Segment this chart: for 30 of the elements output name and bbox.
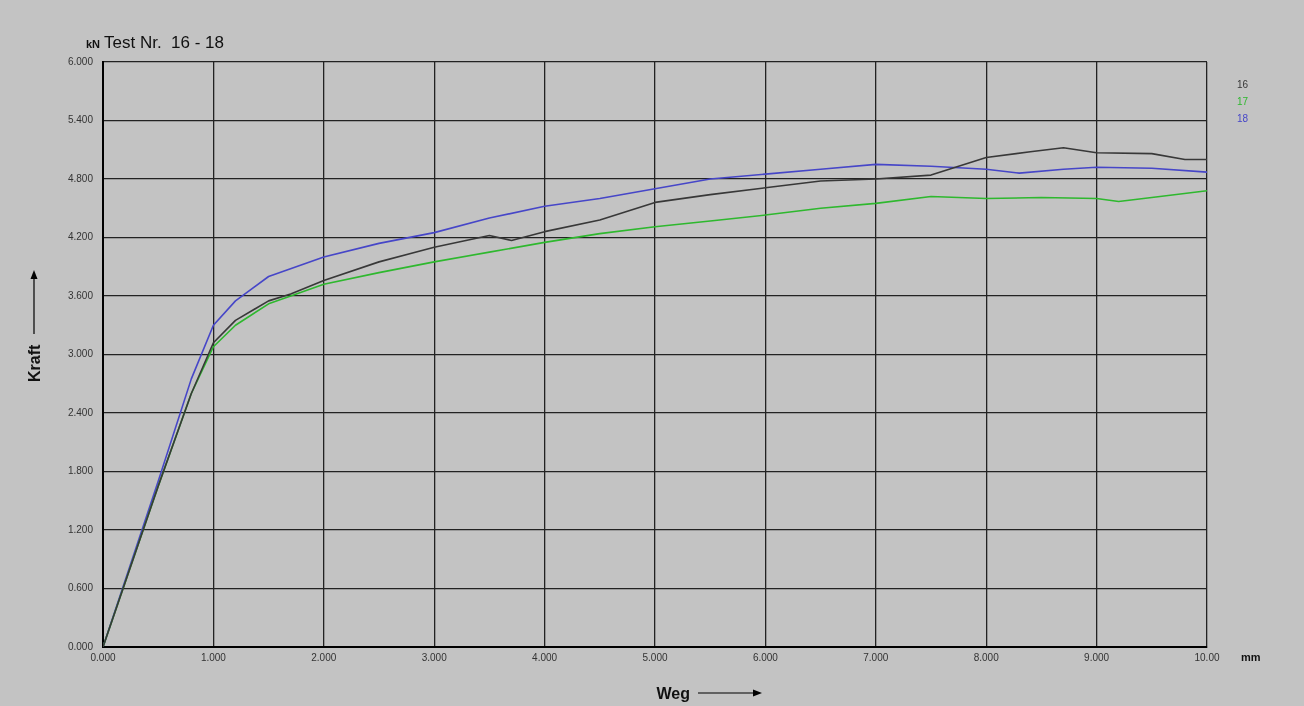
x-tick-label: 10.00 <box>1194 651 1220 663</box>
y-tick-label: 6.000 <box>67 55 94 67</box>
x-tick-label: 2.000 <box>311 651 337 663</box>
x-tick-label: 1.000 <box>200 651 227 663</box>
x-tick-label: 6.000 <box>752 651 779 663</box>
x-tick-label: 3.000 <box>421 651 448 663</box>
text: mm <box>1241 651 1261 663</box>
x-tick-label: 9.000 <box>1084 651 1110 663</box>
x-tick-label: 5.000 <box>642 651 668 663</box>
x-tick-label: 7.000 <box>863 651 889 663</box>
text: 18 <box>1237 113 1249 124</box>
y-tick-label: 2.400 <box>67 406 94 418</box>
y-tick-label: 0.600 <box>67 582 94 594</box>
y-tick-label: 4.200 <box>67 231 94 243</box>
text: 17 <box>1237 96 1249 107</box>
y-tick-label: 0.000 <box>67 640 94 652</box>
y-tick-label: 5.400 <box>67 114 94 126</box>
chart-title: Test Nr. 16 - 18 <box>104 33 224 52</box>
x-axis-title: Weg <box>656 685 690 702</box>
text: 16 <box>1237 79 1249 90</box>
x-tick-label: 4.000 <box>532 651 558 663</box>
x-tick-label: 8.000 <box>973 651 1000 663</box>
y-tick-label: 1.200 <box>67 523 94 535</box>
x-tick-label: 0.000 <box>90 651 116 663</box>
y-axis-title: Kraft <box>26 343 43 382</box>
y-tick-label: 3.600 <box>67 289 94 301</box>
y-tick-label: 1.800 <box>67 465 94 477</box>
y-tick-label: 3.000 <box>67 348 94 360</box>
y-tick-label: 4.800 <box>67 172 94 184</box>
text: kN <box>85 38 101 50</box>
